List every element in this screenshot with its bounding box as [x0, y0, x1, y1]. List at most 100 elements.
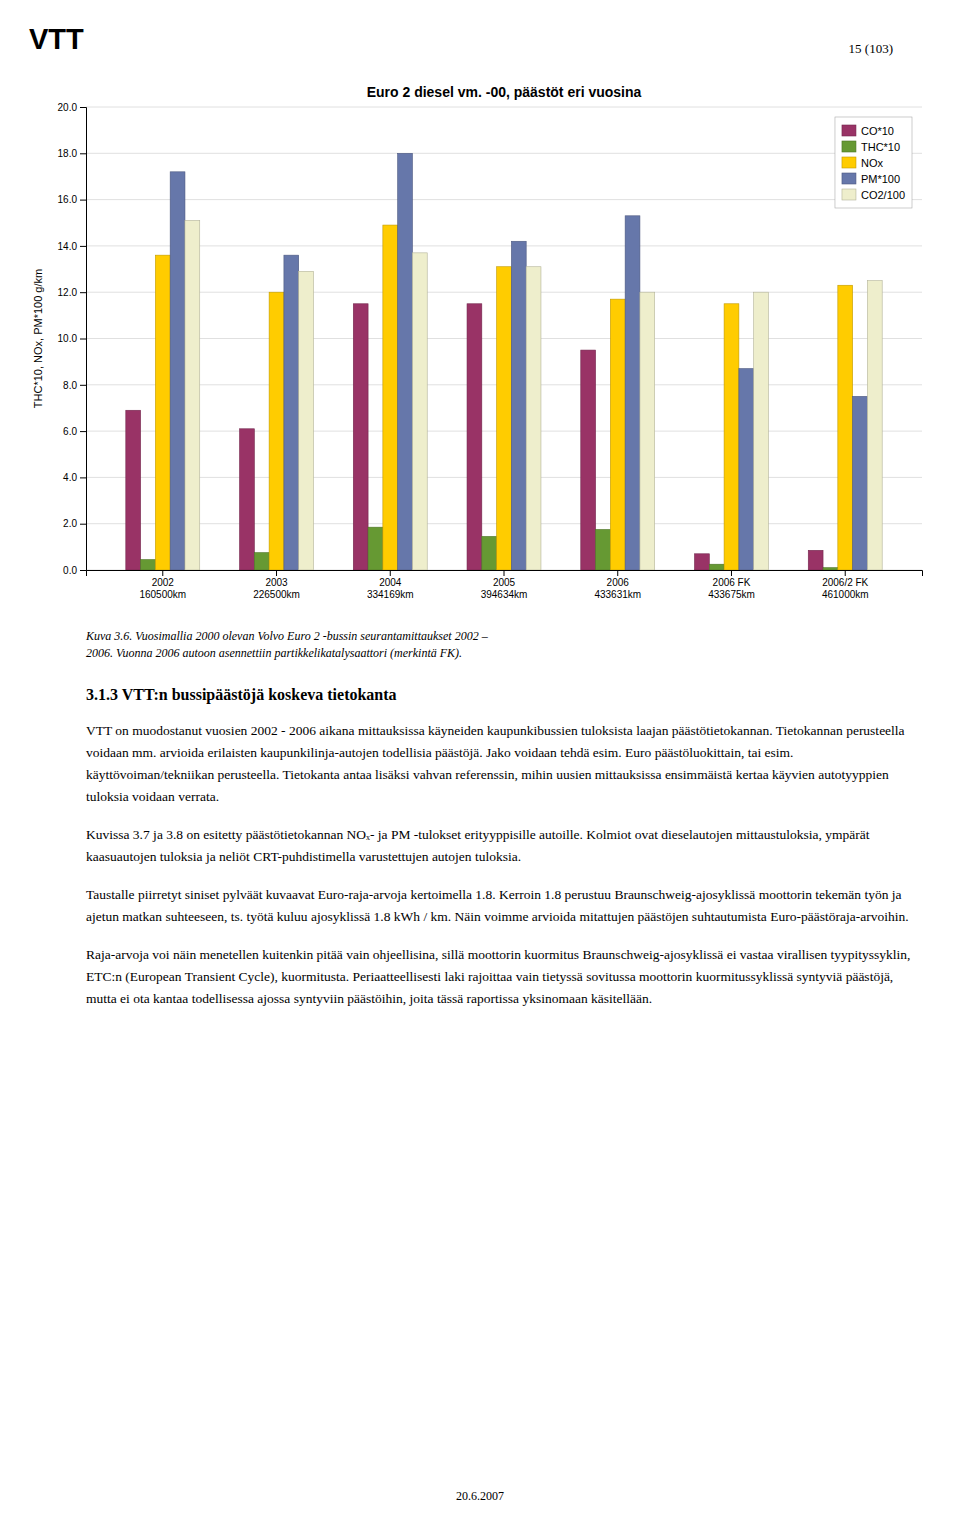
bar — [724, 304, 739, 570]
x-tick-mark — [731, 570, 732, 576]
bar — [155, 255, 170, 570]
bar — [126, 410, 141, 570]
grid-line — [86, 107, 922, 108]
x-tick-mark — [617, 570, 618, 576]
y-tick: 12.0 — [58, 287, 86, 298]
y-tick: 16.0 — [58, 194, 86, 205]
bar — [625, 216, 640, 570]
x-tick-label: 2002160500km — [139, 577, 186, 600]
x-tick-label: 2004334169km — [367, 577, 414, 600]
x-tick: 2005394634km — [481, 570, 528, 600]
legend-swatch — [842, 141, 856, 152]
chart: 0.02.04.06.08.010.012.014.016.018.020.02… — [32, 84, 923, 600]
bar — [398, 153, 413, 570]
footer: 20.6.2007 — [456, 1489, 504, 1503]
y-axis-line — [80, 108, 87, 571]
y-tick-label: 18.0 — [58, 148, 78, 159]
x-tick-label: 2003226500km — [253, 577, 300, 600]
y-tick-label: 14.0 — [58, 241, 78, 252]
bar — [467, 304, 482, 570]
paragraph: Raja-arvoja voi näin menetellen kuitenki… — [86, 947, 910, 1006]
y-tick-label: 2.0 — [63, 518, 77, 529]
paragraph: VTT on muodostanut vuosien 2002 - 2006 a… — [86, 723, 905, 804]
bar-series — [170, 153, 867, 570]
bar — [254, 553, 269, 570]
y-tick-label: 4.0 — [63, 472, 77, 483]
legend: CO*10 THC*10 NOx PM*100 CO2/100 — [835, 117, 912, 208]
x-tick-label: 2006/2 FK461000km — [822, 577, 869, 600]
legend-label: CO*10 — [861, 125, 894, 137]
grid-line — [86, 199, 922, 200]
bar — [511, 241, 526, 570]
bar — [240, 429, 255, 570]
y-tick: 2.0 — [63, 518, 86, 529]
bar — [269, 292, 284, 570]
x-tick-mark — [162, 570, 163, 576]
bar — [383, 225, 398, 570]
legend-label: NOx — [861, 157, 884, 169]
bar — [482, 536, 497, 570]
y-axis: 0.02.04.06.08.010.012.014.016.018.020.0 — [58, 102, 87, 576]
y-tick-mark — [80, 524, 86, 525]
bar — [823, 568, 838, 570]
x-axis: 2002160500km 2003226500km 2004334169km 2005… — [87, 570, 923, 600]
legend-label: CO2/100 — [861, 189, 905, 201]
x-tick-label: 2006433631km — [594, 577, 641, 600]
y-tick-mark — [80, 431, 86, 432]
grid-line — [86, 245, 922, 246]
y-tick-mark — [80, 477, 86, 478]
x-tick-mark — [504, 570, 505, 576]
grid — [86, 107, 922, 570]
paragraph: Kuvissa 3.7 ja 3.8 on esitetty päästötie… — [86, 827, 870, 864]
y-tick-label: 6.0 — [63, 426, 77, 437]
paragraph: Taustalle piirretyt siniset pylväät kuva… — [86, 887, 909, 924]
bar — [353, 304, 368, 570]
x-tick-label: 2006 FK433675km — [708, 577, 755, 600]
legend-label: PM*100 — [861, 173, 900, 185]
legend-item: PM*100 — [842, 173, 900, 185]
bar — [739, 369, 754, 570]
bar — [709, 564, 724, 570]
legend-item: CO*10 — [842, 125, 894, 137]
y-tick-label: 8.0 — [63, 380, 77, 391]
bar — [412, 253, 427, 570]
bar — [185, 220, 200, 570]
x-tick: 2006433631km — [594, 570, 641, 600]
legend-box — [835, 117, 912, 208]
bar — [170, 172, 185, 570]
y-tick-mark — [80, 339, 86, 340]
bar — [754, 292, 769, 570]
y-tick: 18.0 — [58, 148, 86, 159]
y-tick: 10.0 — [58, 333, 86, 344]
grid-line — [86, 153, 922, 154]
bar — [526, 267, 541, 570]
x-axis-line — [87, 571, 923, 577]
bar-series — [155, 225, 852, 570]
y-tick-mark — [80, 570, 86, 571]
bar — [497, 267, 512, 570]
x-tick: 2004334169km — [367, 570, 414, 600]
x-tick-mark — [390, 570, 391, 576]
y-tick: 14.0 — [58, 241, 86, 252]
y-tick: 0.0 — [63, 565, 86, 576]
logo: VTT — [29, 23, 84, 55]
legend-item: NOx — [842, 157, 884, 169]
legend-label: THC*10 — [861, 141, 900, 153]
x-tick-mark — [276, 570, 277, 576]
bar — [695, 554, 710, 570]
y-tick-mark — [80, 200, 86, 201]
y-tick-label: 12.0 — [58, 287, 78, 298]
bar-series — [126, 304, 823, 570]
bar — [581, 350, 596, 570]
y-tick-mark — [80, 385, 86, 386]
legend-swatch — [842, 125, 856, 136]
bar — [299, 271, 314, 570]
bar — [640, 292, 655, 570]
y-tick-mark — [80, 153, 86, 154]
x-tick: 2002160500km — [139, 570, 186, 600]
x-tick: 2006/2 FK461000km — [822, 570, 869, 600]
section-heading: 3.1.3 VTT:n bussipäästöjä koskeva tietok… — [86, 686, 397, 704]
bar — [867, 281, 882, 570]
bar-series — [185, 220, 882, 570]
y-tick-label: 10.0 — [58, 333, 78, 344]
